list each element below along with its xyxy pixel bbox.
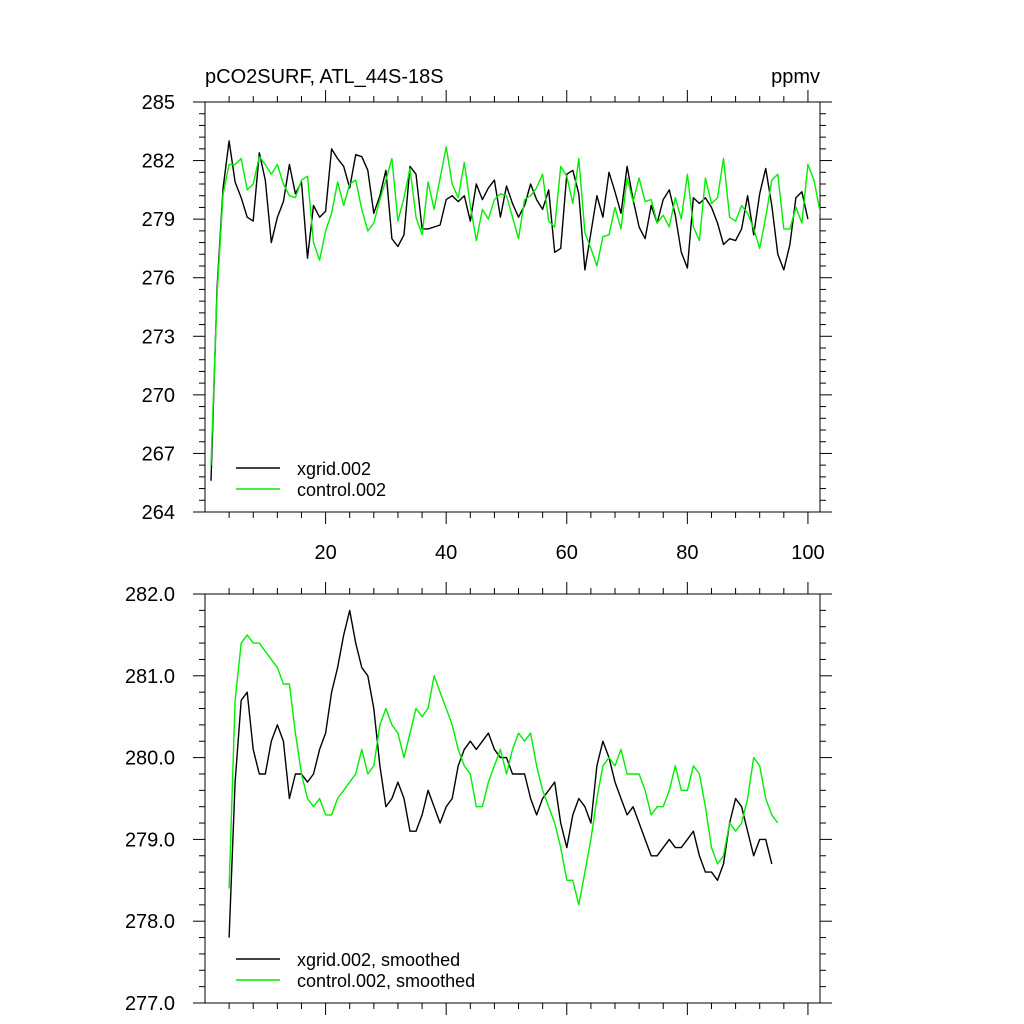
- y-tick-label: 270: [142, 385, 175, 407]
- series-line-control: [228, 634, 779, 906]
- y-tick-label: 280.0: [125, 748, 175, 770]
- plot-frame: [204, 101, 821, 513]
- x-tick-label: 100: [791, 542, 824, 564]
- y-tick-label: 276: [142, 268, 175, 290]
- x-tick-label: 80: [676, 542, 698, 564]
- y-tick-label: 273: [142, 326, 175, 348]
- y-tick-label: 278.0: [125, 911, 175, 933]
- x-tick-label: 20: [314, 542, 336, 564]
- y-tick-label: 279.0: [125, 829, 175, 851]
- series-line-control: [210, 146, 820, 466]
- legend-label: control.002: [297, 480, 386, 500]
- chart-title: pCO2SURF, ATL_44S-18S: [205, 66, 444, 88]
- x-tick-label: 40: [435, 542, 457, 564]
- y-tick-label: 267: [142, 443, 175, 465]
- chart-panel-bottom: 277.0 278.0 279.0 280.0 281.0 282.0 xgrid.002,…: [125, 582, 832, 1015]
- y-tick-label: 277.0: [125, 993, 175, 1015]
- legend-label: xgrid.002: [297, 459, 371, 479]
- x-tick-label: 60: [556, 542, 578, 564]
- legend-label: xgrid.002, smoothed: [297, 950, 460, 970]
- plot-frame: [204, 593, 821, 1004]
- chart-panel-top: 264 267 270 273 276 279 282 285 20 40 60 80 100 pCO2S…: [142, 66, 832, 564]
- y-tick-label: 282: [142, 151, 175, 173]
- legend-label: control.002, smoothed: [297, 971, 475, 991]
- y-tick-label: 282.0: [125, 584, 175, 606]
- series-line-xgrid: [228, 609, 773, 938]
- y-tick-label: 281.0: [125, 666, 175, 688]
- y-tick-label: 264: [142, 502, 175, 524]
- units-label: ppmv: [771, 66, 820, 88]
- series-line-xgrid: [210, 140, 809, 481]
- y-tick-label: 285: [142, 92, 175, 114]
- y-tick-label: 279: [142, 209, 175, 231]
